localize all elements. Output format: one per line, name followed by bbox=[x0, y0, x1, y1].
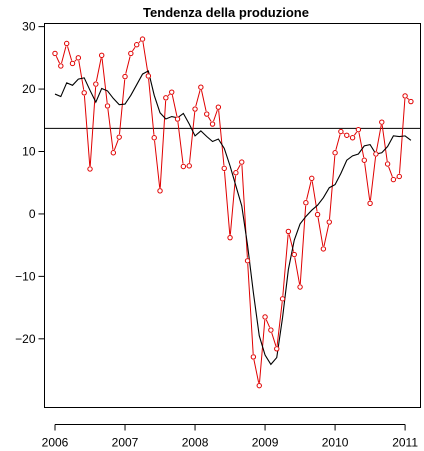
data-point bbox=[204, 111, 210, 117]
data-point bbox=[309, 175, 315, 182]
y-tick-label: −10 bbox=[15, 269, 36, 283]
data-point bbox=[134, 42, 140, 48]
data-point bbox=[332, 150, 338, 156]
data-point bbox=[64, 40, 70, 47]
data-point bbox=[69, 60, 76, 67]
data-point bbox=[221, 165, 227, 172]
data-point bbox=[326, 219, 332, 225]
data-point bbox=[186, 163, 192, 169]
chart-title: Tendenza della produzione bbox=[143, 5, 309, 20]
data-point bbox=[104, 103, 111, 109]
y-tick-label: 30 bbox=[22, 20, 36, 34]
data-point bbox=[110, 150, 117, 156]
data-point bbox=[81, 90, 87, 96]
y-tick-label: 10 bbox=[22, 145, 36, 159]
data-point bbox=[58, 63, 64, 69]
data-point bbox=[355, 126, 362, 133]
data-point bbox=[169, 89, 175, 95]
data-point bbox=[209, 121, 216, 127]
data-point bbox=[285, 228, 292, 235]
data-point bbox=[344, 132, 350, 138]
data-point bbox=[379, 119, 385, 125]
data-point bbox=[402, 93, 408, 99]
data-point bbox=[116, 134, 122, 140]
data-point bbox=[139, 36, 146, 42]
data-point bbox=[233, 170, 239, 176]
data-point bbox=[390, 176, 397, 183]
data-point bbox=[128, 50, 134, 57]
data-point bbox=[367, 200, 373, 207]
data-point bbox=[52, 50, 58, 57]
series-line-trend bbox=[54, 70, 412, 366]
plot-series bbox=[52, 36, 414, 389]
y-tick-label: −20 bbox=[15, 332, 36, 346]
data-point bbox=[99, 52, 105, 59]
data-point bbox=[262, 314, 268, 320]
data-point bbox=[373, 151, 379, 157]
data-point bbox=[87, 166, 93, 172]
data-point bbox=[151, 135, 157, 141]
data-point bbox=[163, 95, 169, 101]
data-point bbox=[396, 173, 402, 180]
x-tick-label: 2007 bbox=[112, 436, 139, 450]
data-point bbox=[174, 116, 181, 122]
data-point bbox=[384, 161, 391, 167]
data-point bbox=[408, 98, 414, 105]
data-point bbox=[227, 234, 233, 241]
x-tick-label: 2009 bbox=[252, 436, 279, 450]
data-point bbox=[314, 211, 321, 218]
data-point bbox=[303, 200, 309, 206]
data-point bbox=[198, 84, 204, 90]
data-point bbox=[279, 296, 286, 302]
y-axis: −20 −10 0 10 20 30 bbox=[15, 20, 45, 346]
x-axis: 2006 2007 2008 2009 2010 2011 bbox=[42, 424, 418, 450]
data-point bbox=[215, 104, 222, 110]
data-point bbox=[268, 327, 274, 333]
y-tick-label: 0 bbox=[29, 207, 36, 221]
data-point bbox=[291, 251, 297, 258]
data-point bbox=[180, 163, 187, 170]
data-point bbox=[93, 81, 99, 87]
x-tick-label: 2006 bbox=[42, 436, 69, 450]
x-tick-label: 2008 bbox=[182, 436, 209, 450]
data-point bbox=[75, 55, 82, 61]
data-point bbox=[349, 135, 356, 141]
data-point bbox=[274, 346, 280, 352]
data-point bbox=[157, 188, 163, 194]
x-tick-label: 2010 bbox=[322, 436, 349, 450]
x-tick-label: 2011 bbox=[392, 436, 418, 450]
data-point bbox=[244, 258, 251, 264]
data-point bbox=[320, 246, 327, 252]
data-point bbox=[250, 354, 257, 360]
data-point bbox=[256, 382, 262, 389]
data-point bbox=[239, 159, 245, 165]
data-point bbox=[192, 106, 198, 112]
data-point bbox=[338, 128, 344, 135]
data-point bbox=[122, 73, 128, 80]
data-point bbox=[297, 284, 303, 290]
data-point bbox=[145, 73, 152, 79]
y-tick-label: 20 bbox=[22, 82, 36, 96]
series-line-monthly bbox=[55, 40, 410, 383]
data-point bbox=[361, 157, 367, 163]
